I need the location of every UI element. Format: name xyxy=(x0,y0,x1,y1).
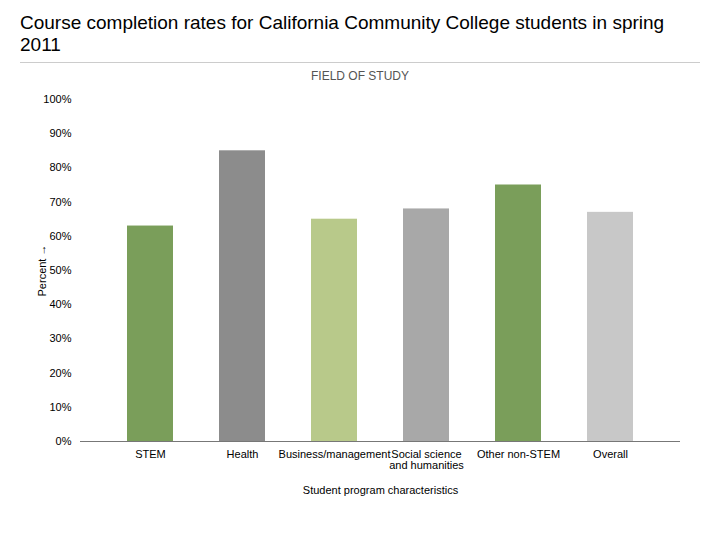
svg-text:Health: Health xyxy=(227,448,259,460)
svg-text:30%: 30% xyxy=(49,332,71,344)
svg-text:100%: 100% xyxy=(43,93,71,105)
svg-text:40%: 40% xyxy=(49,298,71,310)
svg-text:STEM: STEM xyxy=(135,448,166,460)
svg-text:20%: 20% xyxy=(49,367,71,379)
svg-text:50%: 50% xyxy=(49,264,71,276)
svg-text:0%: 0% xyxy=(56,435,72,447)
svg-text:60%: 60% xyxy=(49,230,71,242)
html-text:Course completion rates for Ca: Course completion rates for California C… xyxy=(20,12,665,55)
svg-text:10%: 10% xyxy=(49,401,71,413)
svg-text:Business/management: Business/management xyxy=(279,448,391,460)
svg-text:Social scienceand humanities: Social scienceand humanities xyxy=(389,448,464,471)
svg-text:80%: 80% xyxy=(49,161,71,173)
html-text:FIELD OF STUDY: FIELD OF STUDY xyxy=(311,69,409,83)
svg-text:90%: 90% xyxy=(49,127,71,139)
svg-text:Student program characteristic: Student program characteristics xyxy=(303,484,459,496)
svg-text:70%: 70% xyxy=(49,196,71,208)
svg-text:Overall: Overall xyxy=(593,448,628,460)
svg-text:Percent →: Percent → xyxy=(36,245,48,297)
svg-text:Other non-STEM: Other non-STEM xyxy=(477,448,560,460)
